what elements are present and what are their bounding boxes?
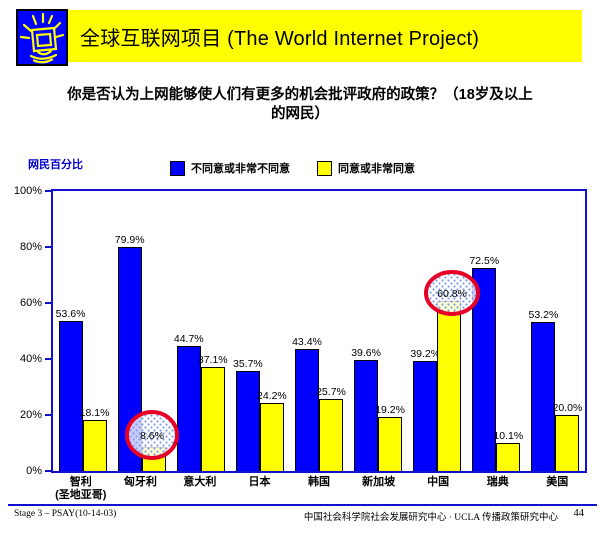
bar-value-label: 20.0% bbox=[552, 402, 583, 414]
bar-value-label: 18.1% bbox=[79, 407, 110, 420]
slide-title: 全球互联网项目 (The World Internet Project) bbox=[80, 27, 480, 50]
y-axis-tick-label: 100% bbox=[13, 185, 42, 197]
plot-groups: 53.6% 18.1% 79.9% 44.7% 37.1% 35.7% 24.2% 43.4%… bbox=[53, 191, 585, 471]
x-axis: 智利 (圣地亚哥) 匈牙利 意大利 日本 韩国 新加坡 中国 瑞典 美国 bbox=[51, 476, 587, 502]
page-number: 44 bbox=[573, 508, 585, 519]
bar-value-label: 43.4% bbox=[292, 336, 322, 349]
x-axis-label: 意大利 bbox=[183, 476, 217, 488]
bar-value-label: 79.9% bbox=[114, 234, 145, 247]
bar-value-label: 25.7% bbox=[316, 386, 346, 399]
bar-disagree: 79.9% bbox=[115, 234, 145, 471]
bar-group: 39.2% bbox=[408, 191, 467, 471]
y-axis-tickmark bbox=[45, 246, 51, 248]
x-axis-label: 日本 bbox=[248, 476, 271, 488]
bar-agree bbox=[141, 446, 166, 471]
bar-value-label: 37.1% bbox=[197, 354, 228, 367]
bar-group: 79.9% bbox=[112, 191, 171, 471]
footer-stage-text: Stage 3 – PSAY(10-14-03) bbox=[14, 509, 117, 519]
legend-item-disagree: 不同意或非常不同意 bbox=[170, 160, 290, 176]
bar-value-label: 72.5% bbox=[469, 255, 500, 267]
bar-agree bbox=[437, 300, 462, 471]
bar-value-label: 53.6% bbox=[55, 307, 86, 320]
bar-agree: 10.1% bbox=[493, 430, 523, 471]
plot-area: 53.6% 18.1% 79.9% 44.7% 37.1% 35.7% 24.2% 43.4%… bbox=[51, 189, 587, 473]
y-axis-tick-label: 40% bbox=[19, 353, 42, 365]
legend-label-disagree: 不同意或非常不同意 bbox=[191, 163, 290, 175]
legend-swatch-yellow bbox=[317, 160, 332, 176]
y-axis-tick-label: 0% bbox=[26, 465, 42, 477]
y-axis-title: 网民百分比 bbox=[28, 159, 83, 171]
y-axis-tickmark bbox=[45, 190, 51, 192]
bar-agree: 37.1% bbox=[198, 354, 228, 471]
shining-monitor-icon bbox=[16, 9, 68, 66]
bar-group: 53.6% 18.1% bbox=[53, 191, 112, 471]
bar-disagree: 53.2% bbox=[529, 309, 558, 471]
bar-value-label: 53.2% bbox=[528, 309, 559, 322]
bar-value-label: 24.2% bbox=[256, 390, 287, 403]
footer-divider bbox=[8, 504, 597, 506]
bar-group: 39.6% 19.2% bbox=[349, 191, 408, 471]
bar-group: 43.4% 25.7% bbox=[289, 191, 348, 471]
legend-label-agree: 同意或非常同意 bbox=[338, 163, 415, 175]
bar-agree: 25.7% bbox=[316, 386, 346, 471]
y-axis-tick-label: 20% bbox=[19, 409, 42, 421]
bar-value-label: 44.7% bbox=[173, 332, 204, 345]
bar-disagree: 39.2% bbox=[410, 348, 440, 471]
y-axis-tickmark bbox=[45, 358, 51, 360]
y-axis: 0% 20% 40% 60% 80% 100% bbox=[0, 185, 51, 477]
bar-value-label: 10.1% bbox=[493, 429, 524, 442]
bar-disagree: 43.4% bbox=[292, 336, 322, 471]
bar-agree: 24.2% bbox=[257, 390, 287, 471]
bar-agree: 19.2% bbox=[375, 404, 405, 471]
x-axis-label: 美国 bbox=[546, 476, 569, 488]
footer-org-text: 中国社会科学院社会发展研究中心 · UCLA 传播政策研究中心 bbox=[303, 513, 558, 523]
x-axis-label: 韩国 bbox=[308, 476, 331, 488]
bar-group: 53.2% 20.0% bbox=[526, 191, 585, 471]
y-axis-tick-label: 60% bbox=[19, 297, 42, 309]
y-axis-tickmark bbox=[45, 470, 51, 472]
bar-group: 35.7% 24.2% bbox=[230, 191, 289, 471]
bar-value-label: 35.7% bbox=[232, 358, 263, 371]
y-axis-tickmark bbox=[45, 302, 51, 304]
x-axis-label: 中国 bbox=[427, 476, 450, 488]
x-axis-label: 智利 (圣地亚哥) bbox=[51, 476, 111, 502]
bar-group: 44.7% 37.1% bbox=[171, 191, 230, 471]
bar-value-label: 39.6% bbox=[351, 347, 381, 360]
bar-disagree: 44.7% bbox=[174, 333, 204, 471]
bar-agree: 18.1% bbox=[80, 407, 109, 471]
legend-swatch-blue bbox=[170, 160, 185, 176]
x-axis-label: 新加坡 bbox=[362, 476, 396, 488]
bar-value-label: 19.2% bbox=[375, 404, 405, 417]
bar-disagree: 39.6% bbox=[351, 347, 381, 471]
question-line-2: 的网民） bbox=[271, 106, 329, 122]
y-axis-tickmark bbox=[45, 414, 51, 416]
title-bar: 全球互联网项目 (The World Internet Project) bbox=[20, 10, 582, 62]
legend-item-agree: 同意或非常同意 bbox=[317, 160, 415, 176]
x-axis-sublabel: (圣地亚哥) bbox=[55, 489, 107, 501]
bar-disagree: 35.7% bbox=[233, 358, 263, 471]
bar-disagree: 53.6% bbox=[56, 308, 85, 471]
y-axis-tick-label: 80% bbox=[19, 241, 42, 253]
question-text: 你是否认为上网能够使人们有更多的机会批评政府的政策？（18岁及以上 的网民） bbox=[0, 86, 600, 124]
bar-agree: 20.0% bbox=[553, 402, 582, 471]
x-axis-label: 匈牙利 bbox=[123, 476, 157, 488]
x-axis-label: 瑞典 bbox=[486, 476, 509, 488]
bar-group: 72.5% 10.1% bbox=[467, 191, 526, 471]
question-line-1: 你是否认为上网能够使人们有更多的机会批评政府的政策？（18岁及以上 bbox=[67, 87, 533, 103]
bar-value-label: 39.2% bbox=[410, 348, 441, 361]
